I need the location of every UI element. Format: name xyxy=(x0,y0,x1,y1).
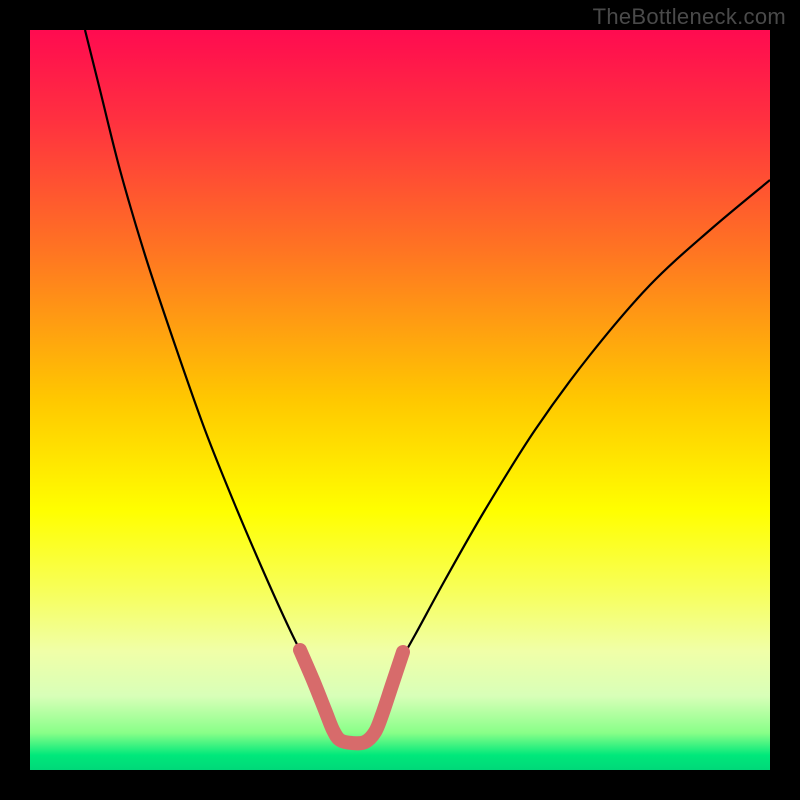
bottleneck-chart-svg xyxy=(30,30,770,770)
chart-area xyxy=(30,30,770,770)
watermark-text: TheBottleneck.com xyxy=(593,4,786,30)
